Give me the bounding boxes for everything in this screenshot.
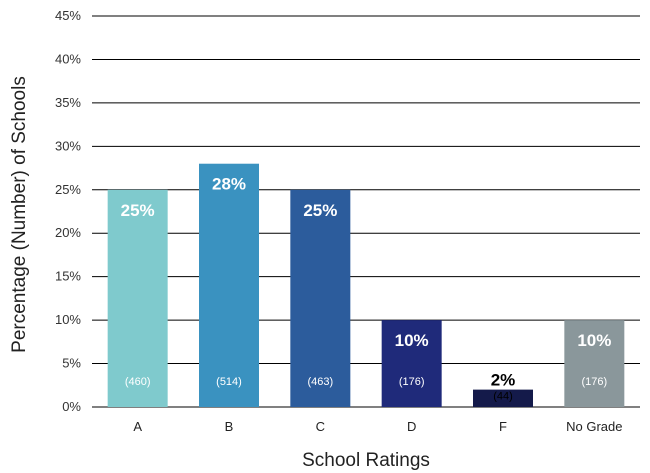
y-axis-title: Percentage (Number) of Schools — [9, 76, 30, 353]
bar-a — [107, 189, 168, 407]
y-tick-labels: 0% 5% 10% 15% 20% 25% 30% 35% 40% 45% — [55, 8, 81, 414]
count-label: (463) — [307, 376, 333, 388]
x-tick-labels: A B C D F No Grade — [133, 419, 622, 434]
value-label: 25% — [121, 201, 155, 220]
gridlines — [92, 15, 640, 408]
x-tick-label: No Grade — [566, 419, 622, 434]
x-tick-label: A — [133, 419, 142, 434]
y-tick-label: 25% — [55, 182, 81, 197]
y-tick-label: 30% — [55, 138, 81, 153]
y-tick-label: 35% — [55, 95, 81, 110]
y-tick-label: 45% — [55, 8, 81, 23]
value-label: 25% — [303, 201, 337, 220]
count-label: (44) — [493, 391, 513, 403]
y-tick-label: 15% — [55, 269, 81, 284]
x-tick-label: F — [499, 419, 507, 434]
count-label: (176) — [399, 376, 425, 388]
count-label: (460) — [125, 376, 151, 388]
bar-c — [290, 189, 351, 407]
x-axis-title: School Ratings — [302, 450, 430, 471]
count-label: (176) — [581, 376, 607, 388]
bars: 25% (460) 28% (514) 25% (463) 10% (176) 2%(44) 10… — [107, 163, 625, 407]
x-tick-label: D — [407, 419, 416, 434]
y-tick-label: 5% — [62, 356, 81, 371]
bar-f — [473, 389, 533, 407]
value-label: 10% — [577, 331, 611, 350]
y-tick-label: 20% — [55, 225, 81, 240]
x-tick-label: C — [316, 419, 325, 434]
bar-no-grade — [564, 320, 625, 407]
value-label: 10% — [395, 331, 429, 350]
y-tick-label: 0% — [62, 399, 81, 414]
y-tick-label: 10% — [55, 312, 81, 327]
y-tick-label: 40% — [55, 51, 81, 66]
bar-d — [381, 320, 442, 407]
value-label: 28% — [212, 175, 246, 194]
bar-b — [199, 163, 259, 407]
count-label: (514) — [216, 376, 242, 388]
value-label: 2% — [491, 371, 516, 390]
x-tick-label: B — [225, 419, 234, 434]
